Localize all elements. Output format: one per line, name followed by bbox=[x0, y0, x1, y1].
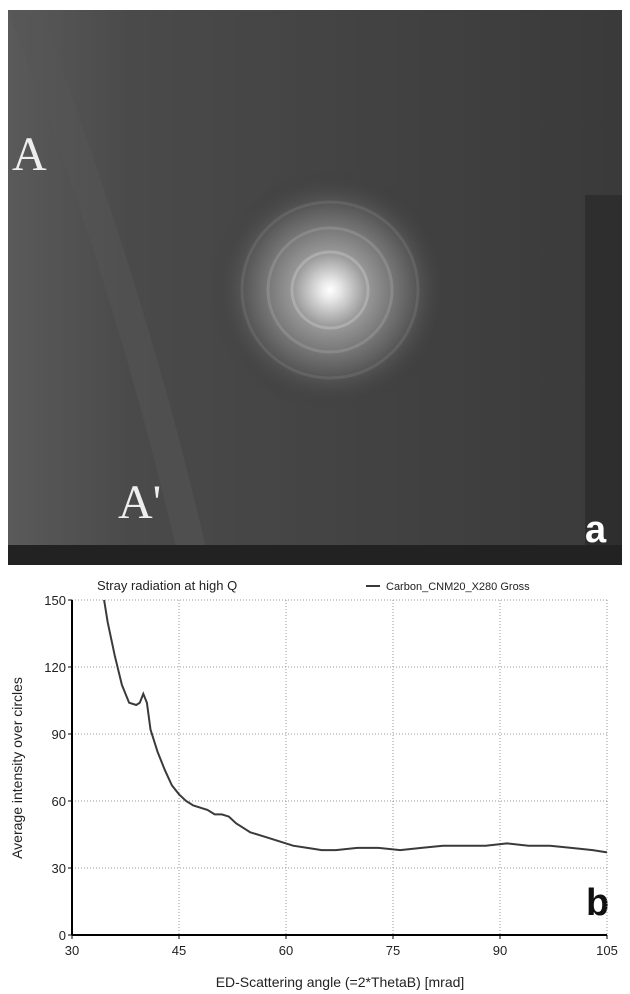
x-tick-label: 60 bbox=[279, 943, 293, 958]
image-label: A' bbox=[118, 476, 161, 529]
y-tick-label: 150 bbox=[44, 593, 66, 608]
x-axis-label: ED-Scattering angle (=2*ThetaB) [mrad] bbox=[216, 974, 465, 990]
y-axis-label: Average intensity over circles bbox=[9, 677, 25, 859]
x-tick-label: 45 bbox=[172, 943, 186, 958]
x-tick-label: 90 bbox=[493, 943, 507, 958]
y-tick-label: 120 bbox=[44, 660, 66, 675]
panel-label: a bbox=[585, 509, 607, 551]
y-tick-label: 30 bbox=[52, 861, 66, 876]
panel-label: b bbox=[586, 882, 609, 924]
image-label: A bbox=[12, 128, 47, 181]
x-tick-label: 105 bbox=[596, 943, 618, 958]
chart-title: Stray radiation at high Q bbox=[97, 578, 237, 593]
x-tick-label: 75 bbox=[386, 943, 400, 958]
x-tick-label: 30 bbox=[65, 943, 79, 958]
legend-entry: Carbon_CNM20_X280 Gross bbox=[386, 581, 530, 593]
data-line bbox=[103, 599, 608, 854]
y-tick-label: 90 bbox=[52, 727, 66, 742]
y-tick-label: 60 bbox=[52, 794, 66, 809]
diffraction-image: A A' a bbox=[8, 10, 622, 565]
y-tick-label: 0 bbox=[59, 928, 66, 943]
